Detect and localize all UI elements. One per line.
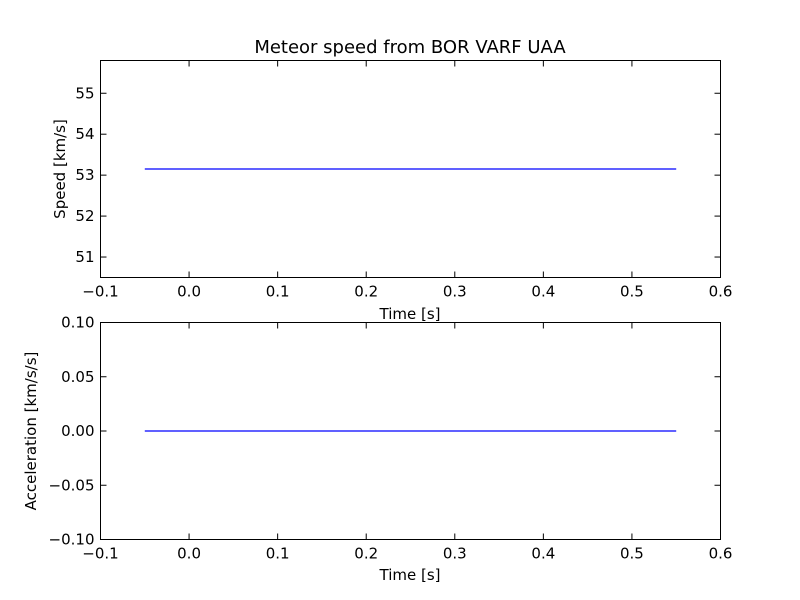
speed-y-tick-label: 53 <box>75 166 94 184</box>
speed-x-tick-label: 0.5 <box>620 283 644 301</box>
acceleration-tick-labels: −0.1 0.0 0.1 0.2 0.3 0.4 0.5 0.6 −0.10 −0.05 0.00 0… <box>49 314 733 563</box>
acceleration-y-tick-label: −0.10 <box>49 531 95 549</box>
speed-panel: Meteor speed from BOR VARF UAA −0.1 0.0 0.… <box>51 37 732 323</box>
speed-tick-labels: −0.1 0.0 0.1 0.2 0.3 0.4 0.5 0.6 51 52 53 54 55 <box>75 84 732 300</box>
speed-y-tick-label: 52 <box>75 207 94 225</box>
acceleration-x-tick-label: 0.3 <box>443 545 467 563</box>
acceleration-x-tick-label: 0.5 <box>620 545 644 563</box>
acceleration-x-tick-label: 0.4 <box>531 545 555 563</box>
speed-x-tick-label: 0.3 <box>443 283 467 301</box>
acceleration-x-tick-label: −0.1 <box>82 545 118 563</box>
speed-y-axis-label: Speed [km/s] <box>51 119 69 219</box>
speed-x-axis-label: Time [s] <box>379 305 441 323</box>
chart-title: Meteor speed from BOR VARF UAA <box>254 37 566 58</box>
speed-x-tick-label: 0.4 <box>531 283 555 301</box>
acceleration-panel: −0.1 0.0 0.1 0.2 0.3 0.4 0.5 0.6 −0.10 −0.05 0.00 0… <box>22 314 732 585</box>
acceleration-x-axis-label: Time [s] <box>379 566 441 584</box>
acceleration-y-tick-label: 0.00 <box>61 422 94 440</box>
acceleration-y-tick-label: 0.05 <box>61 368 94 386</box>
speed-plot-frame <box>100 60 721 278</box>
speed-x-tick-label: 0.6 <box>709 283 733 301</box>
acceleration-y-tick-label: 0.10 <box>61 314 94 332</box>
speed-y-tick-label: 51 <box>75 248 94 266</box>
speed-x-tick-label: 0.2 <box>354 283 378 301</box>
acceleration-ticks <box>100 322 721 540</box>
acceleration-x-tick-label: 0.1 <box>266 545 290 563</box>
speed-x-tick-label: −0.1 <box>82 283 118 301</box>
speed-y-tick-label: 55 <box>75 84 94 102</box>
speed-x-tick-label: 0.1 <box>266 283 290 301</box>
speed-y-tick-label: 54 <box>75 125 94 143</box>
speed-x-tick-label: 0.0 <box>177 283 201 301</box>
acceleration-y-tick-label: −0.05 <box>49 476 95 494</box>
acceleration-y-axis-label: Acceleration [km/s/s] <box>22 352 40 511</box>
acceleration-x-tick-label: 0.2 <box>354 545 378 563</box>
acceleration-x-tick-label: 0.6 <box>709 545 733 563</box>
acceleration-x-tick-label: 0.0 <box>177 545 201 563</box>
speed-ticks <box>100 60 721 278</box>
